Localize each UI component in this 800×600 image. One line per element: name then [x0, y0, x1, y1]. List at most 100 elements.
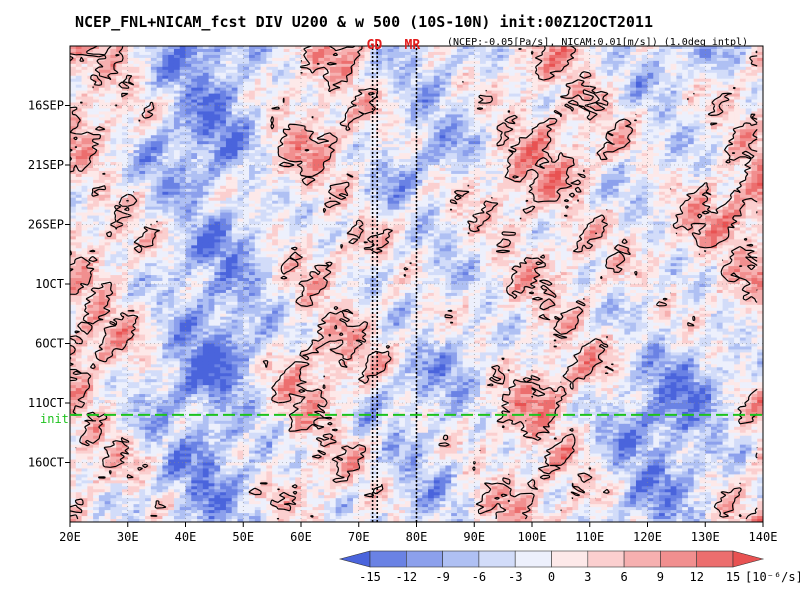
- heatmap-cell: [278, 85, 284, 88]
- heatmap-cell: [520, 58, 526, 61]
- heatmap-cell: [607, 46, 613, 49]
- heatmap-cell: [440, 70, 446, 73]
- heatmap-cell: [728, 49, 734, 52]
- heatmap-cell: [613, 88, 619, 91]
- heatmap-cell: [341, 106, 347, 109]
- heatmap-cell: [417, 79, 423, 82]
- heatmap-cell: [723, 76, 729, 79]
- heatmap-cell: [549, 85, 555, 88]
- heatmap-cell: [151, 49, 157, 52]
- heatmap-cell: [624, 88, 630, 91]
- heatmap-cell: [168, 106, 174, 109]
- heatmap-cell: [162, 88, 168, 91]
- heatmap-cell: [509, 76, 515, 79]
- heatmap-cell: [486, 70, 492, 73]
- heatmap-cell: [584, 79, 590, 82]
- heatmap-cell: [341, 97, 347, 100]
- heatmap-cell: [613, 76, 619, 79]
- heatmap-cell: [520, 52, 526, 55]
- heatmap-cell: [492, 58, 498, 61]
- heatmap-cell: [186, 106, 192, 109]
- heatmap-cell: [515, 91, 521, 94]
- heatmap-cell: [249, 82, 255, 85]
- heatmap-cell: [463, 64, 469, 67]
- heatmap-cell: [220, 58, 226, 61]
- heatmap-cell: [515, 103, 521, 106]
- heatmap-cell: [676, 49, 682, 52]
- heatmap-cell: [445, 100, 451, 103]
- heatmap-cell: [145, 94, 151, 97]
- heatmap-cell: [544, 55, 550, 58]
- heatmap-cell: [630, 58, 636, 61]
- heatmap-cell: [746, 79, 752, 82]
- heatmap-cell: [295, 55, 301, 58]
- heatmap-cell: [232, 46, 238, 49]
- heatmap-cell: [168, 85, 174, 88]
- heatmap-cell: [480, 82, 486, 85]
- heatmap-cell: [740, 100, 746, 103]
- heatmap-cell: [682, 49, 688, 52]
- heatmap-cell: [301, 97, 307, 100]
- heatmap-cell: [324, 100, 330, 103]
- heatmap-cell: [243, 70, 249, 73]
- heatmap-cell: [520, 76, 526, 79]
- heatmap-cell: [486, 88, 492, 91]
- heatmap-cell: [642, 91, 648, 94]
- heatmap-cell: [682, 52, 688, 55]
- heatmap-cell: [278, 70, 284, 73]
- heatmap-cell: [526, 91, 532, 94]
- heatmap-cell: [671, 82, 677, 85]
- heatmap-cell: [451, 94, 457, 97]
- heatmap-cell: [659, 64, 665, 67]
- heatmap-cell: [503, 79, 509, 82]
- heatmap-cell: [301, 79, 307, 82]
- heatmap-cell: [659, 97, 665, 100]
- heatmap-cell: [549, 55, 555, 58]
- heatmap-cell: [538, 97, 544, 100]
- heatmap-cell: [399, 73, 405, 76]
- heatmap-cell: [203, 76, 209, 79]
- heatmap-cell: [757, 100, 763, 103]
- heatmap-cell: [630, 61, 636, 64]
- heatmap-cell: [445, 82, 451, 85]
- heatmap-cell: [636, 64, 642, 67]
- heatmap-cell: [180, 79, 186, 82]
- heatmap-cell: [266, 76, 272, 79]
- heatmap-cell: [157, 82, 163, 85]
- heatmap-cell: [584, 55, 590, 58]
- heatmap-cell: [538, 91, 544, 94]
- hovmoller-chart: NCEP_FNL+NICAM_fcst DIV U200 & w 500 (10…: [0, 0, 800, 600]
- heatmap-cell: [515, 52, 521, 55]
- heatmap-cell: [417, 94, 423, 97]
- heatmap-cell: [186, 79, 192, 82]
- heatmap-cell: [214, 52, 220, 55]
- heatmap-cell: [509, 67, 515, 70]
- heatmap-cell: [197, 97, 203, 100]
- heatmap-cell: [186, 94, 192, 97]
- heatmap-cell: [128, 49, 134, 52]
- heatmap-cell: [555, 61, 561, 64]
- heatmap-cell: [728, 61, 734, 64]
- heatmap-cell: [162, 85, 168, 88]
- heatmap-cell: [688, 70, 694, 73]
- heatmap-cell: [284, 70, 290, 73]
- heatmap-cell: [468, 97, 474, 100]
- heatmap-cell: [313, 76, 319, 79]
- heatmap-cell: [468, 94, 474, 97]
- heatmap-cell: [110, 85, 116, 88]
- heatmap-cell: [596, 88, 602, 91]
- heatmap-cell: [220, 79, 226, 82]
- heatmap-cell: [676, 58, 682, 61]
- heatmap-cell: [289, 61, 295, 64]
- heatmap-cell: [417, 106, 423, 109]
- heatmap-cell: [145, 49, 151, 52]
- heatmap-cell: [428, 70, 434, 73]
- heatmap-cell: [653, 46, 659, 49]
- heatmap-cell: [313, 100, 319, 103]
- heatmap-cell: [757, 52, 763, 55]
- heatmap-cell: [630, 82, 636, 85]
- heatmap-cell: [757, 85, 763, 88]
- heatmap-cell: [734, 61, 740, 64]
- heatmap-cell: [116, 88, 122, 91]
- heatmap-cell: [232, 88, 238, 91]
